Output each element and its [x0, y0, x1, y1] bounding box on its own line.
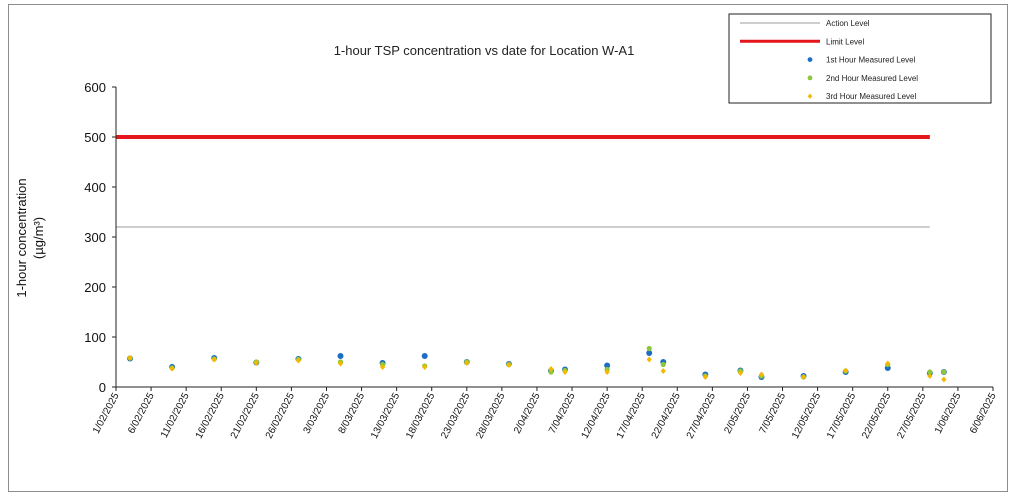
point-1st-hour	[337, 353, 344, 359]
y-axis-label-line1: 1-hour concentration	[14, 178, 29, 297]
x-tick-label: 2/05/2025	[722, 391, 753, 436]
y-tick-label: 500	[84, 130, 106, 145]
point-3rd-hour	[169, 365, 175, 372]
y-tick-label: 600	[84, 80, 106, 95]
x-tick-label: 3/03/2025	[302, 391, 333, 436]
point-3rd-hour	[800, 374, 807, 380]
point-3rd-hour	[702, 374, 708, 380]
point-3rd-hour	[927, 373, 933, 379]
legend-3rd-hour-swatch	[807, 93, 813, 99]
y-tick-label: 400	[84, 180, 106, 195]
y-tick-label: 200	[84, 280, 106, 295]
point-3rd-hour	[422, 364, 428, 370]
point-3rd-hour	[127, 355, 133, 361]
point-2nd-hour	[646, 345, 652, 352]
x-tick-label: 7/04/2025	[547, 391, 578, 436]
legend-box	[728, 13, 992, 104]
legend-2nd-hour-swatch	[807, 75, 813, 81]
y-axis-label: 1-hour concentration (µg/m³)	[14, 178, 46, 297]
y-tick-label: 100	[84, 330, 106, 345]
y-axis-label-line2: (µg/m³)	[31, 217, 46, 259]
x-ticks: 1/02/2025 6/02/2025 11/02/2025 16/02/2025 21…	[91, 387, 999, 441]
point-2nd-hour	[927, 369, 933, 375]
point-3rd-hour	[464, 360, 470, 366]
x-tick-label: 26/02/2025	[264, 391, 297, 441]
x-tick-label: 13/03/2025	[369, 391, 402, 441]
point-3rd-hour	[211, 356, 217, 363]
legend-3rd-hour-label: 3rd Hour Measured Level	[826, 92, 916, 101]
legend-action-level-label: Action Level	[826, 19, 870, 28]
point-1st-hour	[646, 350, 653, 356]
x-tick-label: 22/05/2025	[860, 391, 893, 441]
point-3rd-hour	[660, 368, 666, 374]
chart-frame	[8, 4, 1008, 492]
point-3rd-hour	[380, 364, 386, 370]
point-3rd-hour	[646, 356, 652, 363]
legend: Action Level Limit Level 1st Hour Measured…	[728, 13, 992, 104]
y-tick-label: 0	[99, 380, 106, 395]
x-tick-label: 7/05/2025	[758, 391, 789, 436]
x-tick-label: 12/05/2025	[790, 391, 823, 441]
point-3rd-hour	[295, 357, 302, 364]
point-3rd-hour	[758, 371, 765, 378]
legend-1st-hour-swatch	[807, 57, 813, 62]
x-tick-label: 1/06/2025	[933, 391, 964, 436]
x-tick-label: 27/04/2025	[685, 391, 718, 441]
point-3rd-hour	[737, 370, 744, 376]
x-tick-label: 28/03/2025	[474, 391, 507, 441]
x-tick-label: 21/02/2025	[229, 391, 262, 441]
x-tick-label: 16/02/2025	[194, 391, 227, 441]
chart-title: 1-hour TSP concentration vs date for Loc…	[334, 43, 635, 58]
legend-2nd-hour-label: 2nd Hour Measured Level	[826, 74, 918, 83]
point-1st-hour	[604, 362, 611, 369]
point-2nd-hour	[660, 361, 666, 368]
reference-lines	[116, 135, 930, 228]
x-tick-label: 8/03/2025	[337, 391, 368, 436]
point-3rd-hour	[885, 360, 891, 367]
y-tick-label: 300	[84, 230, 106, 245]
x-tick-label: 1/02/2025	[91, 391, 122, 436]
point-2nd-hour	[941, 369, 947, 375]
x-tick-label: 27/05/2025	[895, 391, 928, 441]
point-3rd-hour	[337, 360, 344, 367]
point-3rd-hour	[562, 369, 568, 375]
x-tick-label: 23/03/2025	[439, 391, 472, 441]
legend-limit-level-label: Limit Level	[826, 37, 864, 46]
point-3rd-hour	[506, 362, 512, 368]
axes	[115, 87, 993, 388]
x-tick-label: 6/06/2025	[968, 391, 999, 436]
legend-items: Action Level Limit Level 1st Hour Measured…	[740, 19, 918, 101]
x-tick-label: 22/04/2025	[650, 391, 683, 441]
x-tick-label: 11/02/2025	[159, 391, 192, 440]
legend-1st-hour-label: 1st Hour Measured Level	[826, 56, 916, 65]
y-ticks: 0 100 200 300 400 500 600	[84, 80, 116, 395]
point-1st-hour	[421, 353, 428, 359]
point-3rd-hour	[253, 360, 259, 366]
x-tick-label: 18/03/2025	[404, 391, 437, 441]
x-tick-label: 12/04/2025	[580, 391, 613, 441]
point-2nd-hour	[548, 369, 554, 375]
data-points	[127, 345, 947, 383]
point-3rd-hour	[941, 376, 947, 383]
x-tick-label: 6/02/2025	[126, 391, 157, 436]
point-3rd-hour	[843, 367, 849, 374]
point-3rd-hour	[548, 366, 554, 372]
x-tick-label: 2/04/2025	[512, 391, 543, 436]
point-3rd-hour	[604, 369, 610, 375]
x-tick-label: 17/05/2025	[825, 391, 858, 441]
x-tick-label: 17/04/2025	[615, 391, 648, 441]
